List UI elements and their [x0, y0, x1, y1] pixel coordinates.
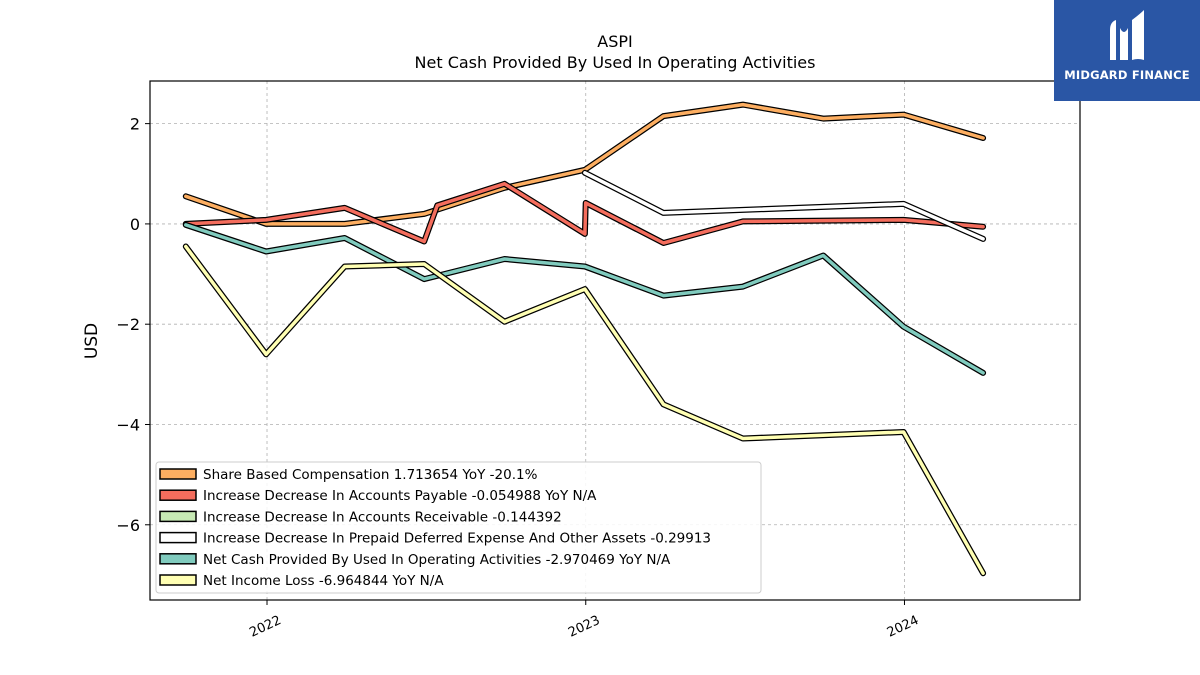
series-increase-decrease-in-accounts-payable [182, 180, 987, 246]
legend-label: Net Cash Provided By Used In Operating A… [203, 552, 671, 568]
legend-label: Increase Decrease In Accounts Payable -0… [203, 488, 597, 504]
series-increase-decrease-in-prepaid-deferred-expense-and-other-assets [581, 169, 987, 242]
plot-frame [149, 80, 1081, 601]
series-lines [182, 101, 987, 577]
brand-mark-icon [1110, 10, 1144, 60]
legend-swatch [159, 510, 197, 523]
y-axis-label: USD [82, 323, 102, 359]
series-outline [581, 169, 987, 242]
y-tick-label: 2 [130, 115, 140, 134]
y-tick-label: 0 [130, 215, 140, 234]
series-outline [182, 221, 987, 376]
series-line [184, 223, 985, 375]
x-tick-label: 2022 [247, 613, 283, 641]
legend-label: Net Income Loss -6.964844 YoY N/A [203, 573, 444, 589]
chart-title: ASPI [597, 32, 632, 51]
legend: Share Based Compensation 1.713654 YoY -2… [155, 461, 762, 594]
legend-swatch [159, 531, 197, 544]
chart-subtitle: Net Cash Provided By Used In Operating A… [415, 53, 816, 72]
series-line [583, 171, 985, 241]
legend-swatch [159, 489, 197, 501]
brand-name: MIDGARD FINANCE [1064, 68, 1190, 82]
legend-box [155, 461, 762, 594]
brand-logo: MIDGARD FINANCE [1054, 0, 1200, 101]
legend-swatch [159, 468, 197, 480]
y-tick-label: −6 [116, 516, 140, 535]
legend-swatch [159, 574, 197, 586]
series-net-cash-provided-by-used-in-operating-activities [182, 221, 987, 376]
y-tick-label: −4 [116, 415, 140, 434]
series-line [184, 182, 985, 245]
y-tick-label: −2 [116, 315, 140, 334]
legend-label: Share Based Compensation 1.713654 YoY -2… [203, 467, 538, 483]
series-line [184, 244, 985, 575]
x-tick-label: 2024 [885, 613, 921, 641]
x-tick-label: 2023 [566, 613, 602, 641]
legend-swatch [159, 553, 197, 565]
legend-label: Increase Decrease In Prepaid Deferred Ex… [203, 531, 711, 547]
series-net-income-loss [182, 243, 987, 577]
legend-label: Increase Decrease In Accounts Receivable… [203, 509, 562, 525]
